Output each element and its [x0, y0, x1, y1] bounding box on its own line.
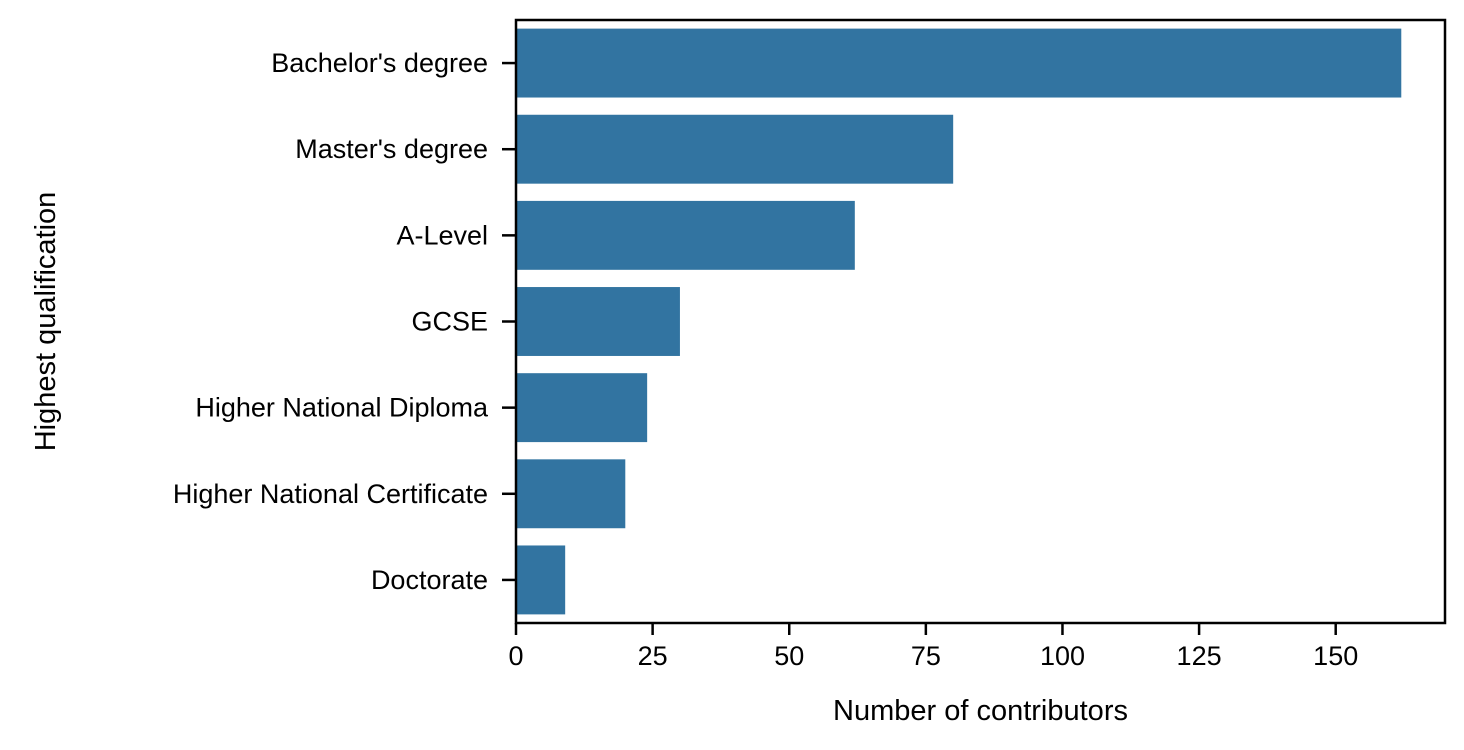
y-tick-label: GCSE	[411, 307, 488, 337]
y-tick-label: A-Level	[396, 220, 488, 250]
bar	[516, 287, 680, 356]
x-tick-label: 25	[638, 641, 668, 671]
x-tick-label: 0	[508, 641, 523, 671]
x-tick-label: 125	[1177, 641, 1222, 671]
bar	[516, 459, 626, 529]
bar	[516, 200, 855, 270]
y-tick-label: Higher National Certificate	[173, 479, 488, 509]
y-tick-label: Bachelor's degree	[271, 48, 488, 78]
x-axis-ticks: 0 25 50 75 100 125 150	[508, 623, 1358, 671]
y-tick-label: Doctorate	[371, 565, 488, 595]
bars-group	[516, 28, 1402, 615]
x-axis-title: Number of contributors	[833, 695, 1128, 727]
x-tick-label: 150	[1313, 641, 1358, 671]
y-axis-title: Highest qualification	[30, 192, 62, 452]
x-tick-label: 75	[911, 641, 941, 671]
bar	[516, 28, 1402, 98]
bar	[516, 373, 648, 443]
plot-frame	[514, 18, 1447, 625]
y-tick-label: Higher National Diploma	[195, 393, 489, 423]
x-tick-label: 50	[774, 641, 804, 671]
bar	[516, 545, 566, 615]
x-tick-label: 100	[1040, 641, 1085, 671]
y-tick-label: Master's degree	[295, 134, 488, 164]
bar	[516, 114, 954, 184]
y-axis-ticks: Bachelor's degree Master's degree A-Level G…	[173, 48, 516, 595]
